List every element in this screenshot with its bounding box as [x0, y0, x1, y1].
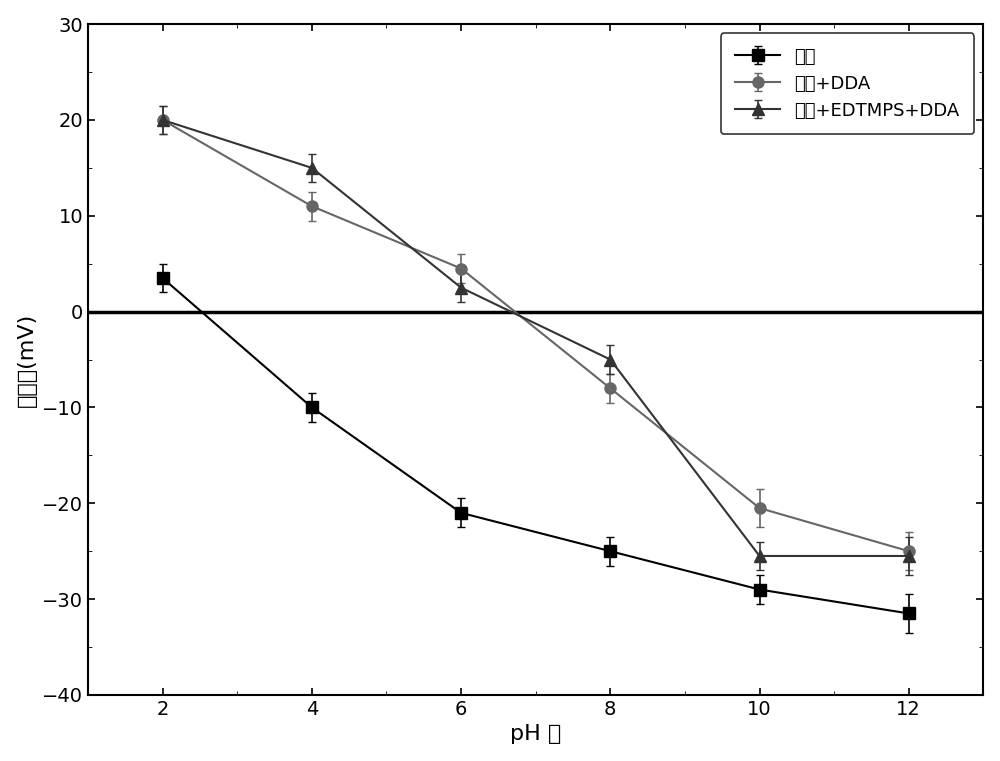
Legend: 石英, 石英+DDA, 石英+EDTMPS+DDA: 石英, 石英+DDA, 石英+EDTMPS+DDA — [721, 33, 974, 134]
Y-axis label: 动电位(mV): 动电位(mV) — [17, 313, 37, 406]
X-axis label: pH 値: pH 値 — [510, 724, 561, 744]
